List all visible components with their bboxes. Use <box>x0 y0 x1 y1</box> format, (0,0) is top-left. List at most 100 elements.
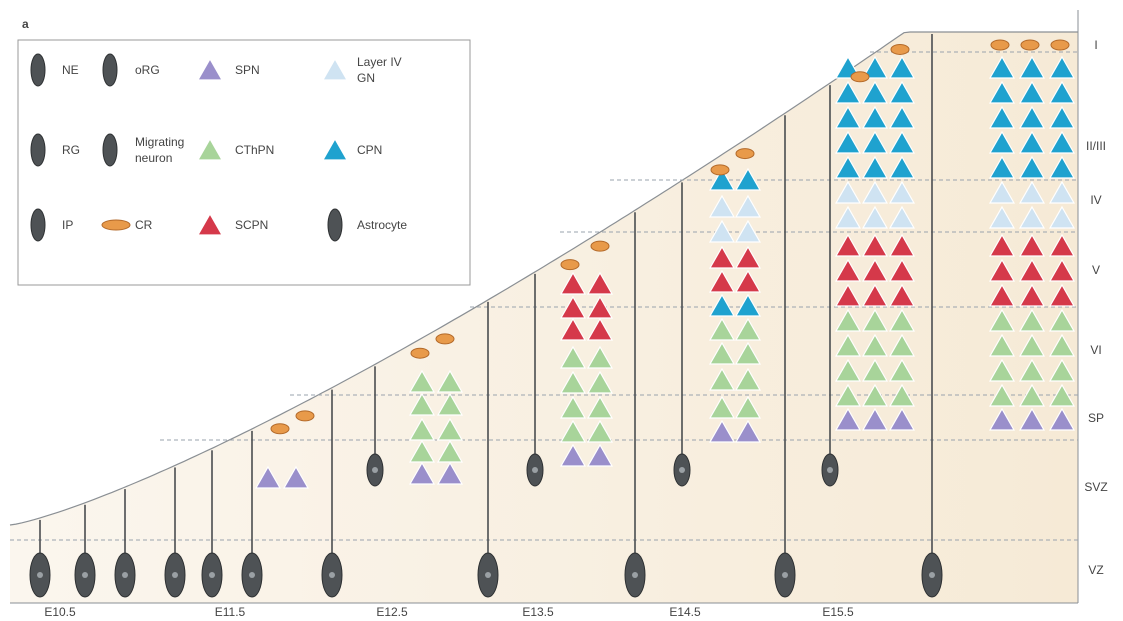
neuron <box>708 367 736 391</box>
neuron <box>1048 130 1076 154</box>
neuron <box>559 271 587 295</box>
neuron <box>708 341 736 365</box>
legend-icon <box>196 137 224 161</box>
nucleus <box>827 467 833 473</box>
neuron <box>734 341 762 365</box>
neuron <box>1048 283 1076 307</box>
neuron <box>988 233 1016 257</box>
cr-cell <box>590 240 610 252</box>
neuron <box>834 233 862 257</box>
nucleus <box>632 572 638 578</box>
neuron <box>1018 155 1046 179</box>
neuron <box>1048 358 1076 382</box>
neuron <box>1048 155 1076 179</box>
cr-cell <box>1050 39 1070 51</box>
cr-cell <box>410 347 430 359</box>
nucleus <box>782 572 788 578</box>
legend-icon <box>327 208 343 242</box>
neuron <box>282 465 310 489</box>
neuron <box>559 370 587 394</box>
neuron <box>1018 105 1046 129</box>
neuron <box>1018 130 1046 154</box>
neuron <box>834 358 862 382</box>
neuron <box>861 258 889 282</box>
neuron <box>861 130 889 154</box>
neuron <box>861 283 889 307</box>
neuron <box>559 443 587 467</box>
neuron <box>834 407 862 431</box>
neuron <box>988 180 1016 204</box>
neuron <box>708 219 736 243</box>
neuron <box>861 55 889 79</box>
neuron <box>834 308 862 332</box>
neuron <box>861 333 889 357</box>
neuron <box>888 55 916 79</box>
neuron <box>834 130 862 154</box>
neuron <box>1048 308 1076 332</box>
neuron <box>1018 233 1046 257</box>
neuron <box>888 333 916 357</box>
neuron <box>734 419 762 443</box>
neuron <box>834 258 862 282</box>
neuron <box>988 358 1016 382</box>
neuron <box>988 383 1016 407</box>
neuron <box>708 194 736 218</box>
neuron <box>1048 80 1076 104</box>
neuron <box>1048 105 1076 129</box>
neuron <box>1018 283 1046 307</box>
legend-label: CR <box>135 218 153 232</box>
neuron <box>586 317 614 341</box>
layer-label: SP <box>1088 411 1104 425</box>
nucleus <box>249 572 255 578</box>
cr-cell <box>435 333 455 345</box>
legend-icon <box>30 53 46 87</box>
legend-label: IP <box>62 218 73 232</box>
neuron <box>834 283 862 307</box>
nucleus <box>329 572 335 578</box>
neuron <box>1018 333 1046 357</box>
nucleus <box>209 572 215 578</box>
neuron <box>1048 407 1076 431</box>
cr-cell <box>890 43 910 55</box>
neuron <box>586 345 614 369</box>
nucleus <box>929 572 935 578</box>
neuron <box>834 105 862 129</box>
neuron <box>861 407 889 431</box>
legend-icon <box>102 133 118 167</box>
legend-icon <box>30 133 46 167</box>
legend-icon <box>101 219 131 231</box>
stage-label: E15.5 <box>822 605 854 619</box>
legend-icon <box>102 53 118 87</box>
neuron <box>888 383 916 407</box>
neuron <box>1018 308 1046 332</box>
neuron <box>734 367 762 391</box>
neuron <box>708 395 736 419</box>
neuron <box>834 333 862 357</box>
neuron <box>436 369 464 393</box>
stage-label: E12.5 <box>376 605 408 619</box>
neuron <box>888 358 916 382</box>
neuron <box>988 105 1016 129</box>
neuron <box>559 395 587 419</box>
legend-label: GN <box>357 71 375 85</box>
legend-label: SCPN <box>235 218 268 232</box>
neuron <box>988 283 1016 307</box>
neuron <box>888 308 916 332</box>
neuron <box>708 167 736 191</box>
legend-icon <box>196 212 224 236</box>
neuron <box>988 333 1016 357</box>
cr-cell <box>270 423 290 435</box>
nucleus <box>532 467 538 473</box>
nucleus <box>172 572 178 578</box>
neuron <box>888 130 916 154</box>
neuron <box>888 407 916 431</box>
cr-cell <box>295 410 315 422</box>
neuron <box>834 205 862 229</box>
cr-cell <box>710 164 730 176</box>
stage-label: E11.5 <box>215 605 246 619</box>
neuron <box>1018 407 1046 431</box>
neuron <box>734 293 762 317</box>
legend-label: RG <box>62 143 80 157</box>
cr-cell <box>850 71 870 83</box>
neuron <box>888 105 916 129</box>
